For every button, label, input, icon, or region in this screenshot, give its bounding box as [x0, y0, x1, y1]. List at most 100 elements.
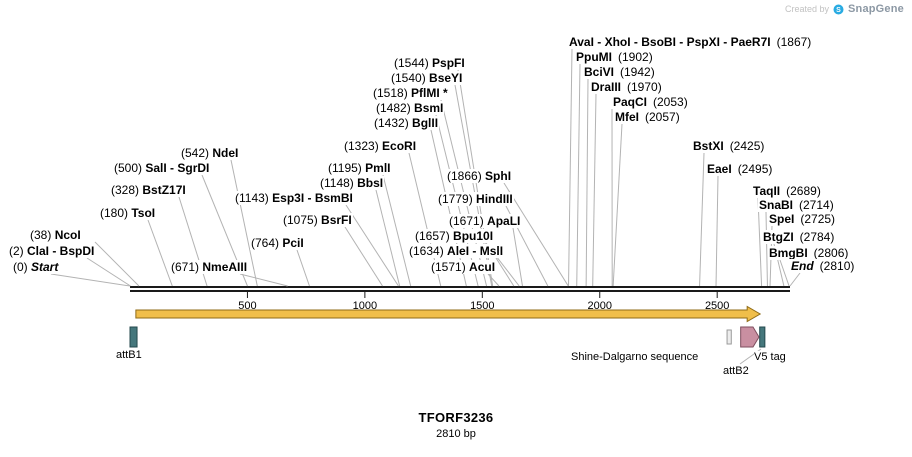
feature-sd[interactable] [726, 329, 732, 345]
site-TaqII[interactable]: TaqII (2689) [752, 184, 822, 198]
enzyme-name: SpeI [769, 212, 795, 226]
site-leader-line [495, 257, 515, 287]
site-HindIII[interactable]: (1779) HindIII [437, 192, 514, 206]
site-PmlI[interactable]: (1195) PmlI [327, 161, 392, 175]
site-position: (671) [171, 260, 203, 274]
site-BstZ17I[interactable]: (328) BstZ17I [110, 183, 187, 197]
feature-orf[interactable] [135, 305, 762, 323]
ruler-tick-label: 500 [238, 300, 256, 312]
site-PaqCI[interactable]: PaqCI (2053) [612, 95, 689, 109]
site-AcuI[interactable]: (1571) AcuI [430, 260, 497, 274]
site-position: (2806) [807, 246, 849, 260]
enzyme-name: BsmI [414, 101, 444, 115]
site-SalI-SgrDI[interactable]: (500) SalI - SgrDI [113, 161, 211, 175]
site-SnaBI[interactable]: SnaBI (2714) [758, 198, 835, 212]
feature-label-attB2: attB2 [723, 365, 749, 378]
enzyme-name: PflMI * [411, 86, 448, 100]
enzyme-name: NmeAIII [202, 260, 248, 274]
site-End[interactable]: End (2810) [790, 259, 856, 273]
site-BbsI[interactable]: (1148) BbsI [319, 176, 385, 190]
site-leader-line [757, 197, 763, 287]
enzyme-name: NdeI [212, 146, 239, 160]
site-leader-line [230, 159, 258, 287]
site-SphI[interactable]: (1866) SphI [446, 169, 513, 183]
site-NcoI[interactable]: (38) NcoI [29, 228, 82, 242]
site-leader-line [487, 273, 500, 287]
enzyme-name: DraIII [591, 80, 622, 94]
site-position: (0) [13, 260, 31, 274]
enzyme-name: BtgZI [763, 230, 794, 244]
site-BciVI[interactable]: BciVI (1942) [583, 65, 656, 79]
site-position: (2810) [813, 259, 855, 273]
enzyme-name: SphI [485, 169, 512, 183]
site-position: (1657) [415, 229, 454, 243]
site-PciI[interactable]: (764) PciI [250, 236, 305, 250]
site-DraIII[interactable]: DraIII (1970) [590, 80, 663, 94]
enzyme-name: Esp3I - BsmBI [272, 191, 353, 205]
enzyme-name: PmlI [365, 161, 391, 175]
site-position: (2725) [794, 212, 836, 226]
enzyme-name: SalI - SgrDI [145, 161, 210, 175]
enzyme-name: Bpu10I [453, 229, 494, 243]
site-NmeAIII[interactable]: (671) NmeAIII [170, 260, 249, 274]
site-leader-line [592, 93, 597, 287]
site-SpeI[interactable]: SpeI (2725) [768, 212, 837, 226]
snapgene-logo-icon: S [833, 4, 844, 15]
site-position: (1671) [449, 214, 488, 228]
site-AleI-MslI[interactable]: (1634) AleI - MslI [408, 244, 505, 258]
site-TsoI[interactable]: (180) TsoI [99, 206, 157, 220]
site-leader-line [765, 211, 768, 287]
site-position: (1970) [621, 80, 662, 94]
site-position: (2689) [780, 184, 821, 198]
site-BglII[interactable]: (1432) BglII [373, 116, 440, 130]
site-leader-line [382, 174, 412, 287]
site-ApaLI[interactable]: (1671) ApaLI [448, 214, 522, 228]
site-leader-line [715, 175, 719, 287]
site-leader-line [779, 259, 790, 287]
construct-length: 2810 bp [436, 428, 476, 440]
feature-attB2[interactable] [759, 326, 766, 348]
site-BseYI[interactable]: (1540) BseYI [390, 71, 464, 85]
site-position: (2057) [639, 110, 680, 124]
enzyme-name: BciVI [584, 65, 615, 79]
site-Esp3I-BsmBI[interactable]: (1143) Esp3I - BsmBI [234, 191, 354, 205]
site-position: (1143) [235, 191, 273, 205]
site-Start[interactable]: (0) Start [12, 260, 60, 274]
sequence-line-bottom [130, 290, 790, 292]
site-AvaI-XhoI-BsoBI-PspXI-PaeR7I[interactable]: AvaI - XhoI - BsoBI - PspXI - PaeR7I (18… [568, 35, 813, 49]
feature-attB1[interactable] [129, 326, 138, 348]
enzyme-name: PpuMI [576, 50, 612, 64]
site-PspFI[interactable]: (1544) PspFI [393, 56, 466, 70]
enzyme-name: PaqCI [613, 95, 648, 109]
site-EaeI[interactable]: EaeI (2495) [706, 162, 774, 176]
enzyme-name: BglII [412, 116, 439, 130]
site-BmgBI[interactable]: BmgBI (2806) [768, 246, 850, 260]
ruler-tick-label: 2500 [705, 300, 729, 312]
feature-label-attB1: attB1 [116, 349, 142, 362]
site-leader-line [94, 241, 140, 287]
enzyme-name: BseYI [429, 71, 463, 85]
site-PflMI[interactable]: (1518) PflMI * [372, 86, 449, 100]
site-BstXI[interactable]: BstXI (2425) [692, 139, 766, 153]
site-position: (542) [181, 146, 213, 160]
site-NdeI[interactable]: (542) NdeI [180, 146, 240, 160]
site-BtgZI[interactable]: BtgZI (2784) [762, 230, 836, 244]
site-ClaI-BspDI[interactable]: (2) ClaI - BspDI [8, 244, 96, 258]
enzyme-name: BstXI [693, 139, 724, 153]
site-PpuMI[interactable]: PpuMI (1902) [575, 50, 654, 64]
site-position: (1544) [394, 56, 433, 70]
site-position: (1323) [344, 139, 383, 153]
site-Bpu10I[interactable]: (1657) Bpu10I [414, 229, 495, 243]
site-MfeI[interactable]: MfeI (2057) [614, 110, 681, 124]
site-position: (1866) [447, 169, 486, 183]
site-BsrFI[interactable]: (1075) BsrFI [282, 213, 353, 227]
site-EcoRI[interactable]: (1323) EcoRI [343, 139, 418, 153]
site-BsmI[interactable]: (1482) BsmI [375, 101, 445, 115]
site-position: (2495) [731, 162, 773, 176]
feature-v5[interactable] [740, 326, 760, 348]
site-leader-line [512, 227, 523, 287]
site-leader-line [568, 48, 573, 287]
feature-label-sd: Shine-Dalgarno sequence [571, 351, 699, 364]
site-leader-line [612, 123, 623, 287]
watermark: Created by S SnapGene [785, 3, 904, 15]
